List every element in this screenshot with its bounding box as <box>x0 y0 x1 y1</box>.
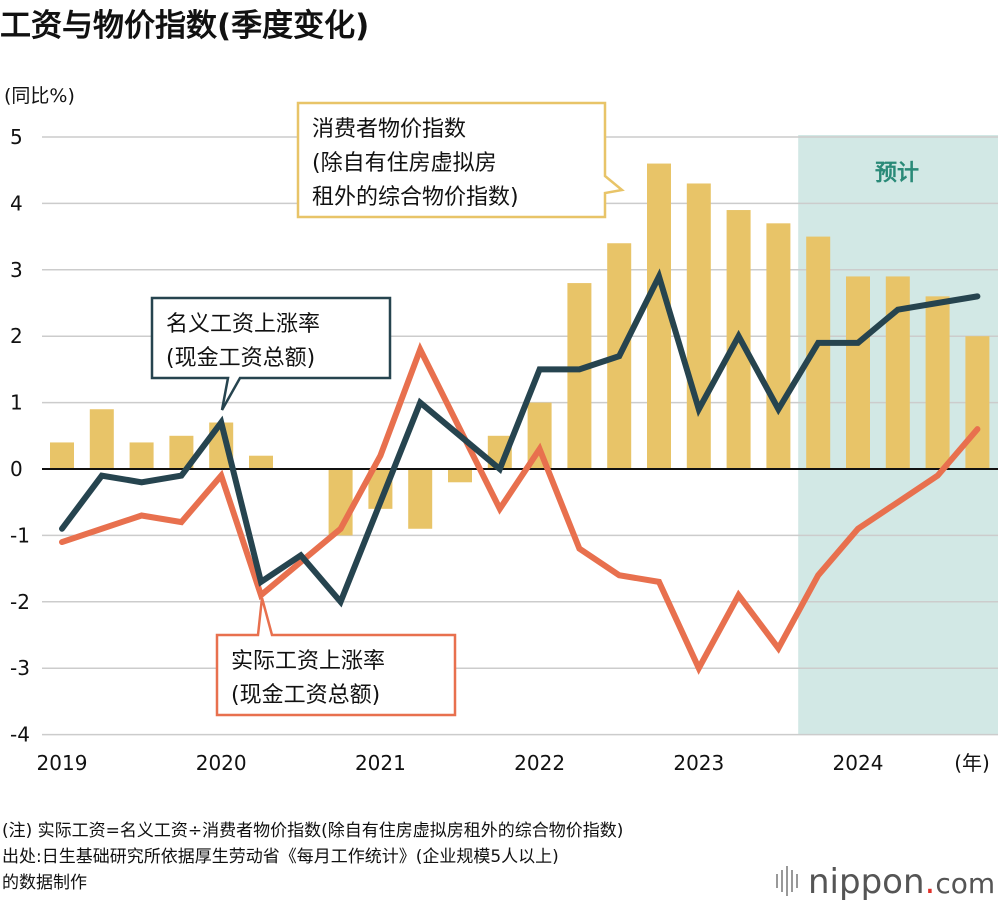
nominal-wage-callout: 名义工资上涨率 (现金工资总额) <box>150 296 392 411</box>
cpi-bar <box>89 409 114 469</box>
note-line: 的数据制作 <box>2 873 87 893</box>
y-tick-label: 0 <box>10 457 23 481</box>
y-tick-label: 5 <box>10 125 23 149</box>
logo-dot: . <box>925 862 936 902</box>
y-tick-label: -3 <box>10 656 30 680</box>
x-tick-label: 2020 <box>196 751 247 775</box>
cpi-bar <box>766 223 791 469</box>
cpi-bar <box>448 469 472 483</box>
cpi-bar <box>50 442 74 469</box>
cpi-bar <box>965 336 990 469</box>
cpi-bar <box>686 183 711 470</box>
cpi-bar <box>647 163 671 469</box>
note-line: 出处:日生基础研究所依据厚生劳动省《每月工作统计》(企业规模5人以上) <box>2 847 559 867</box>
cpi-bar <box>846 276 870 469</box>
y-tick-label: 2 <box>10 324 23 348</box>
nominal-callout-line: (现金工资总额) <box>166 346 315 371</box>
y-tick-label: -2 <box>10 590 30 614</box>
real-wage-callout: 实际工资上涨率 (现金工资总额) <box>215 597 457 717</box>
x-axis-unit: (年) <box>954 751 990 775</box>
real-callout-line: (现金工资总额) <box>231 683 380 708</box>
cpi-callout-line: 消费者物价指数 <box>312 117 466 142</box>
cpi-callout-line: (除自有住房虚拟房 <box>312 151 497 176</box>
y-tick-label: -1 <box>10 523 30 547</box>
nominal-wage-line <box>59 268 981 608</box>
nippon-logo: nippon.com <box>776 862 995 902</box>
logo-text: nippon <box>808 862 925 902</box>
x-tick-label: 2021 <box>355 751 406 775</box>
forecast-label: 预计 <box>875 161 919 186</box>
cpi-bar <box>567 283 592 469</box>
cpi-callout-line: 租外的综合物价指数) <box>312 185 519 210</box>
cpi-bar <box>408 469 433 529</box>
nominal-callout-line: 名义工资上涨率 <box>166 312 320 337</box>
y-tick-label: 4 <box>10 191 23 215</box>
x-tick-label: 2019 <box>37 751 88 775</box>
logo-suffix: com <box>935 867 995 900</box>
x-tick-label: 2023 <box>673 751 724 775</box>
y-tick-label: 3 <box>10 258 23 282</box>
cpi-bar <box>249 455 273 469</box>
y-axis-unit: (同比%) <box>4 85 75 107</box>
svg-text:nippon.com: nippon.com <box>808 862 995 902</box>
chart-title: 工资与物价指数(季度变化) <box>0 8 369 44</box>
cpi-bar <box>925 296 950 469</box>
cpi-callout: 消费者物价指数 (除自有住房虚拟房 租外的综合物价指数) <box>296 101 625 219</box>
x-tick-label: 2024 <box>833 751 884 775</box>
x-tick-label: 2022 <box>514 751 565 775</box>
y-tick-label: 1 <box>10 391 23 415</box>
note-line: (注) 实际工资=名义工资÷消费者物价指数(除自有住房虚拟房租外的综合物价指数) <box>2 821 623 841</box>
real-callout-line: 实际工资上涨率 <box>231 649 385 674</box>
y-tick-label: -4 <box>10 723 30 747</box>
real-wage-line <box>59 341 981 675</box>
cpi-bar <box>129 442 154 469</box>
